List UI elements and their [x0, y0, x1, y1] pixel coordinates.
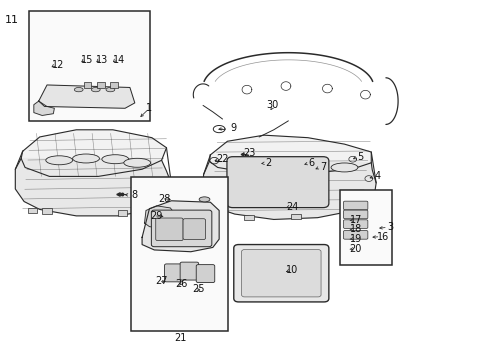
Bar	[290, 214, 300, 219]
Text: 16: 16	[377, 232, 389, 242]
Bar	[344, 206, 353, 211]
Text: 20: 20	[349, 244, 361, 254]
Polygon shape	[15, 158, 171, 216]
Text: 22: 22	[216, 154, 228, 164]
Text: 14: 14	[112, 54, 124, 64]
Text: 3: 3	[387, 222, 393, 232]
FancyBboxPatch shape	[183, 219, 205, 239]
Bar	[131, 177, 227, 331]
Ellipse shape	[301, 159, 328, 168]
Ellipse shape	[264, 158, 291, 167]
Text: 10: 10	[285, 265, 298, 275]
Bar	[205, 210, 215, 216]
Bar	[42, 208, 52, 214]
Text: 6: 6	[308, 158, 314, 168]
Bar	[83, 82, 91, 88]
FancyBboxPatch shape	[226, 157, 328, 208]
Text: 2: 2	[264, 158, 270, 168]
Bar	[244, 215, 254, 220]
Polygon shape	[203, 161, 375, 220]
Text: 17: 17	[349, 215, 361, 225]
Polygon shape	[34, 101, 54, 116]
Text: 9: 9	[230, 123, 236, 133]
Polygon shape	[142, 201, 219, 252]
Polygon shape	[21, 130, 166, 176]
Text: 13: 13	[96, 54, 108, 64]
FancyBboxPatch shape	[241, 249, 321, 297]
Bar	[27, 208, 37, 213]
Text: 18: 18	[349, 225, 361, 234]
Text: 19: 19	[349, 234, 361, 244]
FancyBboxPatch shape	[164, 264, 183, 282]
Ellipse shape	[199, 197, 209, 202]
Text: 27: 27	[155, 276, 167, 286]
FancyBboxPatch shape	[156, 218, 183, 240]
Ellipse shape	[73, 154, 99, 163]
Ellipse shape	[46, 156, 73, 165]
Text: 7: 7	[319, 162, 325, 172]
FancyBboxPatch shape	[196, 265, 214, 283]
Bar	[110, 82, 118, 88]
FancyBboxPatch shape	[233, 244, 328, 302]
Polygon shape	[144, 206, 176, 228]
FancyBboxPatch shape	[343, 220, 367, 228]
FancyBboxPatch shape	[151, 210, 211, 247]
Polygon shape	[209, 135, 370, 174]
Text: 26: 26	[175, 279, 187, 289]
Text: 29: 29	[150, 211, 163, 221]
Polygon shape	[39, 85, 135, 108]
Text: 25: 25	[191, 284, 204, 294]
Text: 23: 23	[243, 148, 255, 158]
Bar	[118, 210, 127, 216]
Ellipse shape	[228, 159, 255, 168]
Ellipse shape	[330, 163, 357, 172]
Bar	[29, 12, 150, 121]
Text: 28: 28	[158, 194, 170, 204]
Ellipse shape	[123, 158, 150, 167]
Text: 11: 11	[4, 15, 19, 26]
FancyBboxPatch shape	[343, 210, 367, 219]
Text: 4: 4	[373, 171, 379, 181]
Text: 24: 24	[285, 202, 298, 212]
Text: 21: 21	[174, 333, 186, 343]
Text: 15: 15	[81, 54, 94, 64]
Text: 8: 8	[131, 190, 138, 200]
Bar	[152, 206, 161, 212]
FancyBboxPatch shape	[180, 262, 198, 280]
FancyBboxPatch shape	[343, 230, 367, 239]
Bar	[339, 190, 391, 265]
Text: 12: 12	[52, 59, 64, 69]
Bar	[97, 82, 104, 88]
Text: 1: 1	[146, 103, 152, 113]
Ellipse shape	[106, 87, 115, 92]
Ellipse shape	[74, 87, 83, 92]
Text: 30: 30	[266, 100, 278, 110]
FancyBboxPatch shape	[343, 201, 367, 210]
Ellipse shape	[91, 87, 100, 92]
Text: 5: 5	[357, 152, 363, 162]
Ellipse shape	[102, 155, 128, 164]
